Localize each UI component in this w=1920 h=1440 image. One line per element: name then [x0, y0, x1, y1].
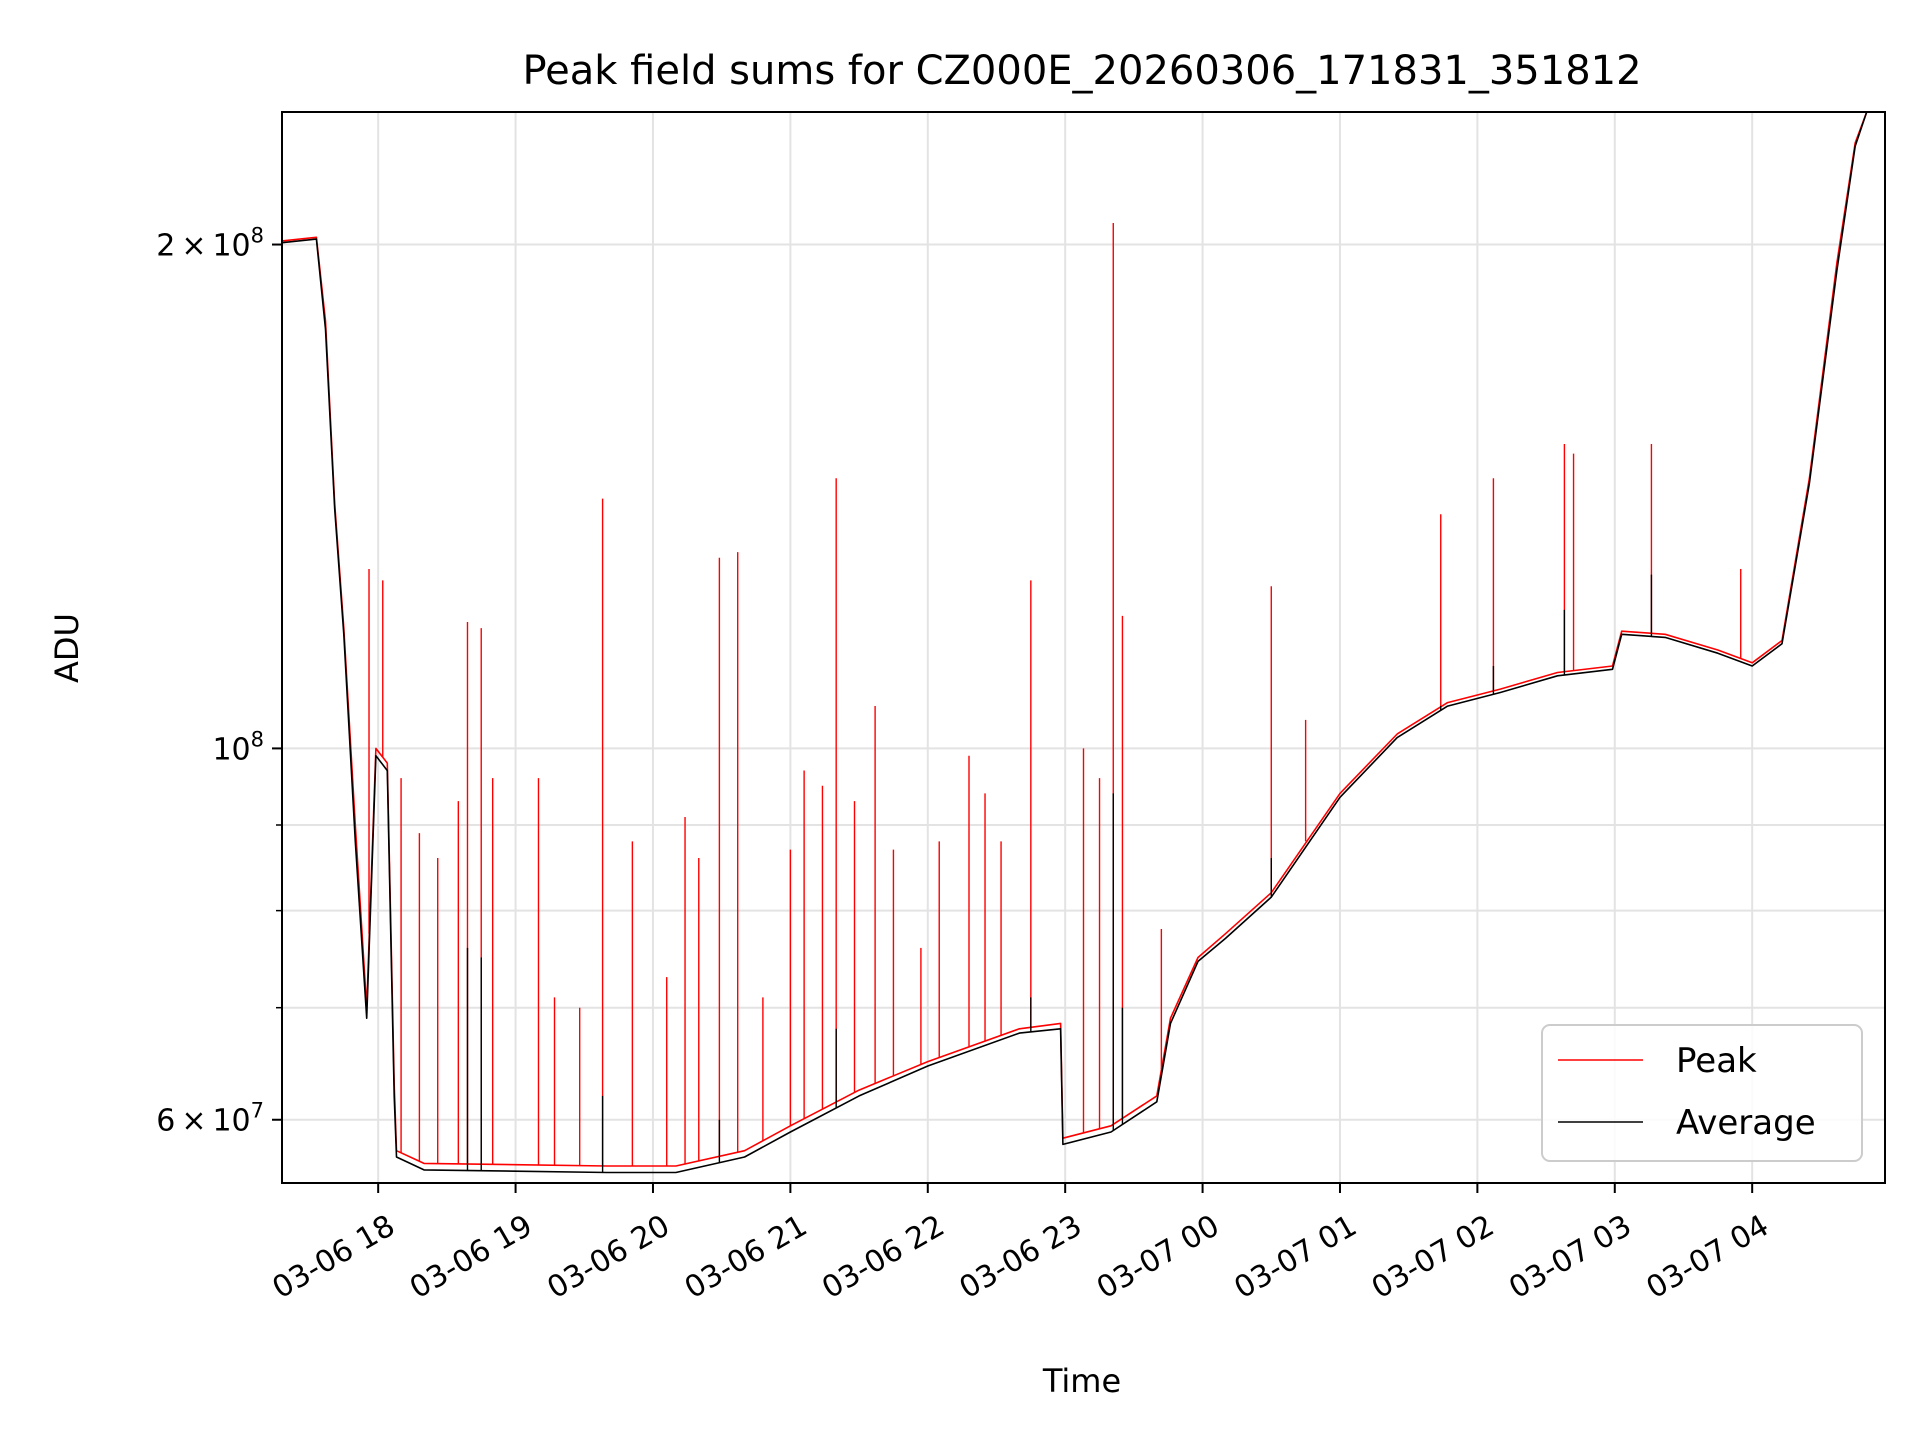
legend-label-peak: Peak — [1676, 1041, 1757, 1081]
y-tick-label: 2 × 108 — [156, 224, 264, 264]
y-tick-label: 6 × 107 — [156, 1099, 264, 1139]
series-line-peak — [281, 111, 1885, 1167]
x-axis-label: Time — [1042, 1362, 1121, 1400]
y-tick-exponent: 7 — [251, 1099, 264, 1123]
series-line-average — [281, 111, 1885, 1174]
y-tick-exponent: 8 — [251, 727, 264, 751]
legend-label-average: Average — [1676, 1103, 1816, 1143]
legend-box — [1541, 1024, 1863, 1162]
y-tick-exponent: 8 — [251, 224, 264, 248]
y-tick-mantissa: 6 — [156, 1104, 175, 1139]
chart-title: Peak field sums for CZ000E_20260306_1718… — [522, 48, 1641, 94]
plot-area — [281, 111, 1885, 1174]
legend: Peak Average — [1541, 1024, 1863, 1162]
y-tick-label: 108 — [212, 727, 264, 767]
y-tick-mantissa: 2 — [156, 229, 175, 264]
y-axis-label: ADU — [48, 613, 86, 683]
axes-frame — [281, 111, 1886, 1184]
